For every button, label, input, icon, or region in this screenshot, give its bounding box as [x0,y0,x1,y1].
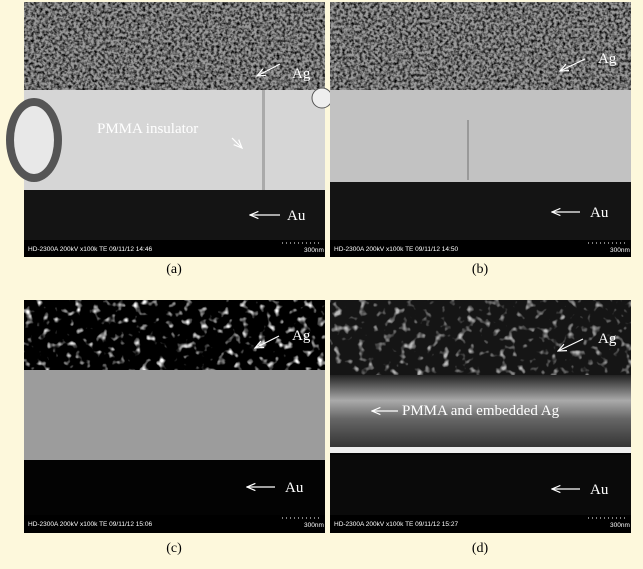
au-layer [330,182,631,240]
ag-texture [24,300,325,370]
caption: (c) [166,541,182,556]
label: PMMA insulator [97,121,198,137]
info-text: HD-2300A 200kV x100k TE 09/11/12 15:27 [334,521,458,528]
scale-text: 300nm [610,522,630,529]
label: Ag [292,328,311,344]
caption: (b) [472,262,489,277]
panel-c: HD-2300A 200kV x100k TE 09/11/12 15:06 3… [24,300,325,556]
scale-text: 300nm [610,247,630,254]
defect [14,106,54,174]
interface [330,447,631,453]
streak [467,120,469,180]
pmma-layer [24,90,325,190]
label: Au [287,208,306,224]
label: Au [590,482,609,498]
au-layer [330,455,631,515]
info-text: HD-2300A 200kV x100k TE 09/11/12 14:46 [28,246,152,253]
scale-text: 300nm [304,522,324,529]
label: PMMA and embedded Ag [402,403,560,419]
ag-texture [330,300,631,375]
caption: (d) [472,541,489,556]
info-text: HD-2300A 200kV x100k TE 09/11/12 15:06 [28,521,152,528]
defect [312,88,332,108]
info-text: HD-2300A 200kV x100k TE 09/11/12 14:50 [334,246,458,253]
pmma-layer [24,370,325,460]
figure: HD-2300A 200kV x100k TE 09/11/12 14:46 3… [0,0,643,569]
pmma-layer [330,90,631,182]
label: Ag [292,66,311,82]
label: Ag [598,51,617,67]
scale-text: 300nm [304,247,324,254]
panel-d: HD-2300A 200kV x100k TE 09/11/12 15:27 3… [330,300,631,556]
au-layer [24,460,325,515]
streak [262,90,265,190]
label: Au [590,205,609,221]
caption: (a) [166,262,182,277]
label: Au [285,480,304,496]
ag-texture [24,2,325,90]
label: Ag [598,331,617,347]
panel-a: HD-2300A 200kV x100k TE 09/11/12 14:46 3… [6,2,332,277]
ag-texture [330,2,631,90]
panel-b: HD-2300A 200kV x100k TE 09/11/12 14:50 3… [330,2,631,277]
